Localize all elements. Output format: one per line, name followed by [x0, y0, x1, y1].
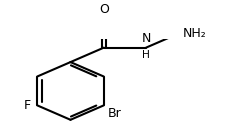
Text: N: N — [141, 32, 151, 45]
Text: H: H — [142, 50, 150, 60]
Text: Br: Br — [107, 107, 121, 120]
Text: NH₂: NH₂ — [183, 27, 207, 40]
Text: F: F — [24, 99, 31, 112]
Text: O: O — [99, 3, 109, 16]
